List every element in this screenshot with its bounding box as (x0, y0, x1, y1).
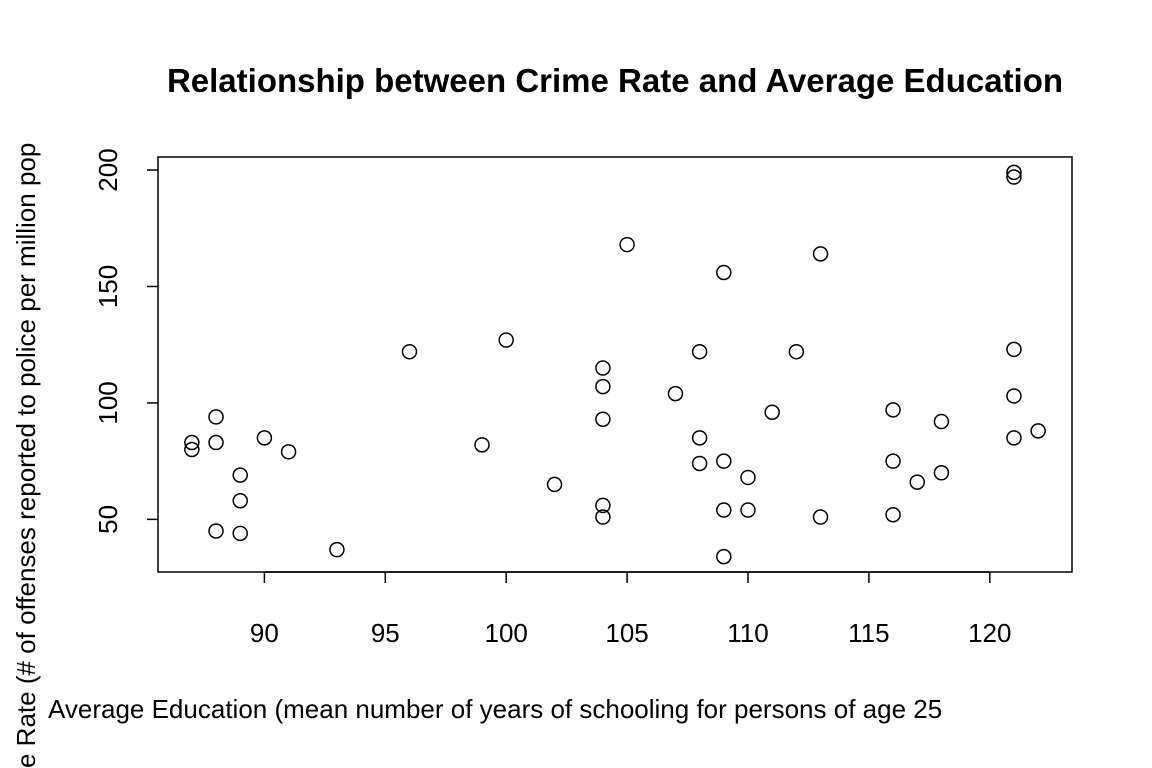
point (716, 453, 732, 469)
point (595, 378, 611, 395)
x-tick-label: 120 (968, 618, 1011, 648)
point (280, 444, 297, 460)
point (208, 523, 224, 539)
y-tick-label: 150 (93, 265, 123, 308)
point (885, 402, 901, 418)
point (546, 476, 563, 493)
point (933, 465, 950, 481)
point (595, 411, 611, 427)
point (1006, 430, 1022, 446)
point (595, 360, 611, 376)
point (691, 343, 708, 360)
y-tick-label: 50 (93, 505, 123, 534)
point (474, 437, 490, 453)
x-tick-label: 95 (371, 618, 400, 648)
point (232, 525, 248, 542)
point (184, 434, 200, 451)
point (1006, 169, 1022, 185)
point (691, 455, 708, 472)
point (885, 453, 901, 469)
point (329, 541, 345, 558)
point (1006, 388, 1022, 404)
point (716, 548, 732, 565)
point (208, 434, 224, 451)
point (740, 502, 756, 518)
x-tick-label: 90 (250, 618, 279, 648)
x-tick-label: 105 (605, 618, 648, 648)
point (256, 430, 273, 446)
point (812, 246, 829, 262)
point (1030, 423, 1046, 439)
point (740, 469, 756, 486)
plot-box (157, 156, 1073, 573)
x-tick-label: 110 (727, 618, 768, 648)
point (184, 441, 200, 458)
point (208, 409, 224, 425)
y-axis-label: e Rate (# of offenses reported to police… (11, 143, 41, 768)
chart-title: Relationship between Crime Rate and Aver… (167, 62, 1063, 99)
x-tick-label: 100 (484, 618, 527, 648)
point (1006, 341, 1022, 358)
point (595, 497, 611, 514)
y-tick-label: 100 (93, 381, 123, 424)
point (909, 474, 925, 490)
point (498, 332, 514, 348)
y-tick-label: 200 (93, 148, 123, 191)
point (232, 492, 248, 509)
point (619, 236, 635, 253)
point (788, 343, 805, 360)
point (716, 502, 732, 518)
point (933, 413, 950, 430)
point (401, 343, 418, 360)
x-tick-label: 115 (848, 618, 889, 648)
point (885, 506, 901, 523)
point (812, 509, 829, 525)
point (1006, 164, 1022, 181)
point (595, 509, 611, 525)
point (716, 264, 732, 281)
x-axis-label: Average Education (mean number of years … (48, 694, 942, 724)
point (232, 467, 248, 483)
point (764, 404, 780, 420)
point (667, 385, 684, 402)
point (691, 430, 708, 446)
